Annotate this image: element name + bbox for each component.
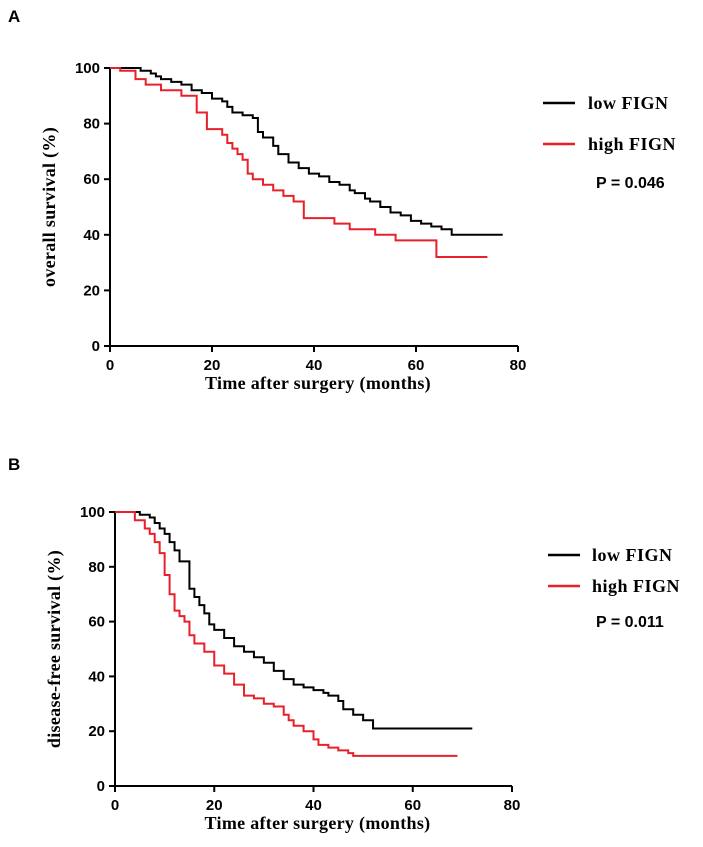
y-tick-label: 40 bbox=[88, 668, 105, 685]
x-tick-label: 20 bbox=[204, 357, 221, 374]
survival-curve-high bbox=[115, 511, 458, 757]
survival-curve-low bbox=[115, 511, 473, 730]
legend-label-low: low FIGN bbox=[588, 93, 669, 113]
x-tick-label: 80 bbox=[504, 797, 521, 814]
x-tick-label: 40 bbox=[305, 797, 322, 814]
y-tick-label: 80 bbox=[83, 116, 100, 133]
y-tick-label: 100 bbox=[80, 504, 105, 521]
chart-panel-b: B 0 20 40 60 80 100 0 20 40 60 80 Time after surgery… bbox=[8, 455, 680, 834]
x-tick-label: 80 bbox=[510, 357, 527, 374]
y-tick-label: 0 bbox=[97, 778, 105, 795]
legend-label-low: low FIGN bbox=[592, 545, 673, 565]
y-tick-label: 60 bbox=[83, 171, 100, 188]
p-value: P = 0.046 bbox=[596, 175, 665, 192]
x-tick-label: 60 bbox=[408, 357, 425, 374]
y-axis-title: overall survival (%) bbox=[39, 127, 60, 287]
p-value: P = 0.011 bbox=[596, 614, 664, 631]
y-axis-title: disease-free survival (%) bbox=[44, 550, 65, 748]
x-tick-label: 40 bbox=[306, 357, 323, 374]
y-tick-label: 20 bbox=[88, 723, 105, 740]
y-tick-label: 60 bbox=[88, 614, 105, 631]
legend-label-high: high FIGN bbox=[588, 134, 676, 154]
x-axis-title: Time after surgery (months) bbox=[205, 813, 431, 834]
chart-panel-a: A 0 20 40 60 80 100 0 20 40 60 80 Time after surgery… bbox=[8, 7, 676, 394]
x-tick-label: 0 bbox=[111, 797, 119, 814]
survival-curve-high bbox=[110, 67, 488, 259]
x-axis-title: Time after surgery (months) bbox=[205, 373, 431, 394]
y-tick-label: 20 bbox=[83, 282, 100, 299]
legend-label-high: high FIGN bbox=[592, 576, 680, 596]
x-tick-label: 20 bbox=[206, 797, 223, 814]
y-tick-label: 40 bbox=[83, 227, 100, 244]
panel-letter: B bbox=[8, 455, 20, 474]
y-tick-label: 80 bbox=[88, 559, 105, 576]
panel-letter: A bbox=[8, 7, 20, 26]
survival-curve-low bbox=[110, 67, 503, 236]
y-tick-label: 100 bbox=[75, 60, 100, 77]
x-tick-label: 60 bbox=[404, 797, 421, 814]
x-tick-label: 0 bbox=[106, 357, 114, 374]
y-tick-label: 0 bbox=[92, 338, 100, 355]
